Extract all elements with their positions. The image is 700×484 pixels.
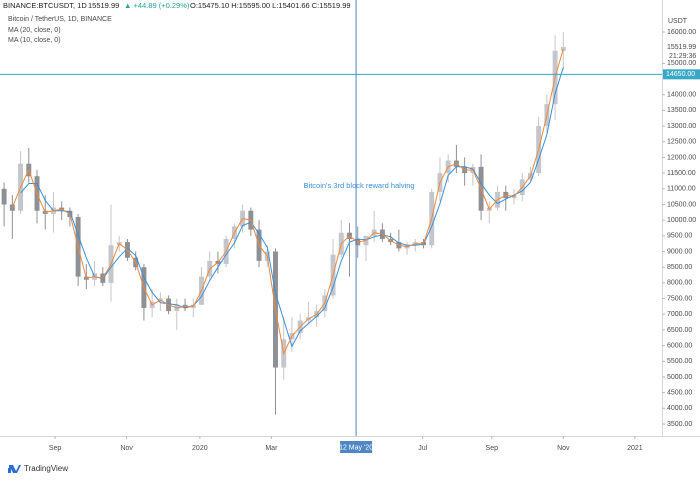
- y-tick-label: 4500.00: [667, 389, 692, 396]
- y-tick-label: 12500.00: [667, 139, 696, 146]
- candle-body: [1, 188, 7, 205]
- x-tick-label: Sep: [486, 445, 499, 452]
- legend-label: MA (10, close, 0): [8, 37, 61, 44]
- y-tick-label: 13500.00: [667, 107, 696, 114]
- hline-label-box: [663, 69, 700, 80]
- last-price-label: 15519.99: [667, 44, 696, 51]
- change: ▲ +44.89 (+0.29%): [124, 1, 190, 10]
- price: 15519.99: [88, 1, 119, 10]
- y-tick-label: 15000.00: [667, 60, 696, 67]
- x-tick-label: Nov: [557, 445, 570, 452]
- y-tick-label: 8000.00: [667, 280, 692, 287]
- ma-line: [11, 48, 564, 356]
- y-tick-label: 3500.00: [667, 421, 692, 428]
- currency: USDT: [668, 18, 688, 25]
- y-tick-label: 8500.00: [667, 264, 692, 271]
- y-tick-label: 7000.00: [667, 311, 692, 318]
- y-tick-label: 11500.00: [667, 170, 696, 177]
- vline-label: 12 May '20: [339, 444, 373, 451]
- x-tick-label: Nov: [120, 445, 133, 452]
- chart-title: Bitcoin / TetherUS, 1D, BINANCE: [8, 16, 112, 23]
- symbol: BINANCE:BTCUSDT, 1D: [3, 1, 87, 10]
- hline-label: 14650.00: [666, 71, 695, 78]
- footer: TradingView: [24, 464, 68, 473]
- y-tick-label: 12000.00: [667, 154, 696, 161]
- y-tick-label: 5000.00: [667, 374, 692, 381]
- y-tick-label: 13000.00: [667, 123, 696, 130]
- annotation: Bitcoin's 3rd block reward halving: [304, 181, 415, 190]
- y-tick-label: 6000.00: [667, 342, 692, 349]
- legend-label: MA (20, close, 0): [8, 27, 61, 34]
- y-tick-label: 11000.00: [667, 186, 696, 193]
- y-tick-label: 5500.00: [667, 358, 692, 365]
- y-tick-label: 10500.00: [667, 201, 696, 208]
- y-tick-label: 6500.00: [667, 327, 692, 334]
- x-tick-label: Mar: [265, 445, 278, 452]
- countdown: 21:29:36: [669, 53, 696, 60]
- y-tick-label: 10000.00: [667, 217, 696, 224]
- x-tick-label: Sep: [49, 445, 62, 452]
- y-tick-label: 4000.00: [667, 405, 692, 412]
- y-tick-label: 9000.00: [667, 248, 692, 255]
- logo: TradingView: [4, 464, 68, 473]
- vline-label-box: [340, 441, 373, 453]
- y-tick-label: 9500.00: [667, 233, 692, 240]
- x-tick-label: 2021: [627, 445, 643, 452]
- x-tick-label: 2020: [192, 445, 208, 452]
- y-tick-label: 16000.00: [667, 29, 696, 36]
- ohlc: O:15475.10 H:15595.00 L:15401.66 C:15519…: [190, 1, 351, 10]
- y-tick-label: 14000.00: [667, 92, 696, 99]
- y-tick-label: 7500.00: [667, 295, 692, 302]
- ma-line: [20, 67, 564, 348]
- x-tick-label: Jul: [418, 445, 427, 452]
